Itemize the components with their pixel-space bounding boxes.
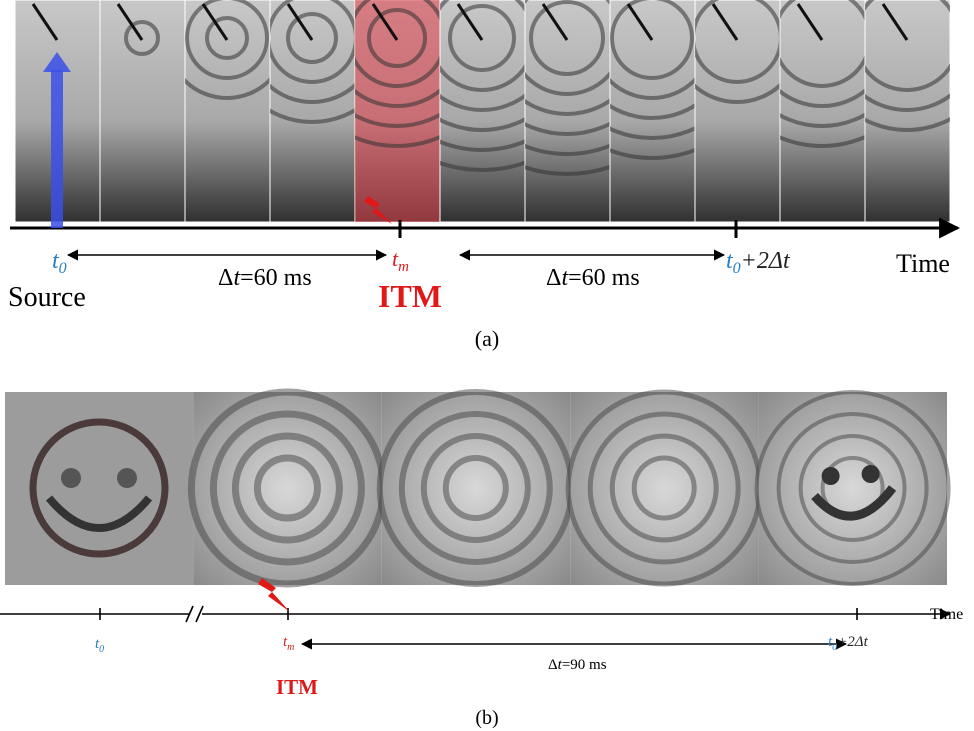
frames-b bbox=[5, 392, 949, 585]
interval-label: Δt=60 ms bbox=[546, 265, 640, 291]
itm-time: tm bbox=[283, 634, 294, 653]
pattern bbox=[862, 465, 880, 483]
image-frame bbox=[270, 0, 355, 222]
end-time: t0+2Δt bbox=[726, 248, 791, 277]
image-frame bbox=[525, 0, 610, 222]
itm-label: ITM bbox=[378, 278, 442, 314]
caption: (a) bbox=[475, 326, 499, 351]
interval-label: Δt=90 ms bbox=[548, 657, 607, 673]
image-frame bbox=[100, 0, 185, 222]
source-time: t0 bbox=[52, 248, 67, 277]
pattern bbox=[117, 468, 137, 488]
interval-label: Δt=60 ms bbox=[218, 265, 312, 291]
frames-a bbox=[15, 0, 974, 224]
pattern bbox=[61, 468, 81, 488]
source-arrow bbox=[51, 70, 63, 228]
figure: t0 Source Δt=60 ms tm ITM Δt=60 ms t0+2Δ… bbox=[0, 0, 974, 731]
pattern bbox=[822, 467, 840, 485]
image-frame bbox=[695, 0, 780, 222]
image-frame bbox=[185, 0, 270, 222]
image-frame bbox=[780, 0, 865, 222]
source-time: t0 bbox=[95, 636, 104, 655]
source-label: Source bbox=[8, 282, 86, 313]
itm-label: ITM bbox=[276, 675, 318, 699]
itm-time: tm bbox=[392, 246, 409, 275]
axis-label: Time bbox=[896, 249, 950, 278]
axis-label: Time bbox=[930, 606, 963, 623]
axis-break bbox=[196, 606, 203, 622]
caption: (b) bbox=[475, 707, 498, 729]
end-time: t0+2Δt bbox=[828, 634, 869, 653]
